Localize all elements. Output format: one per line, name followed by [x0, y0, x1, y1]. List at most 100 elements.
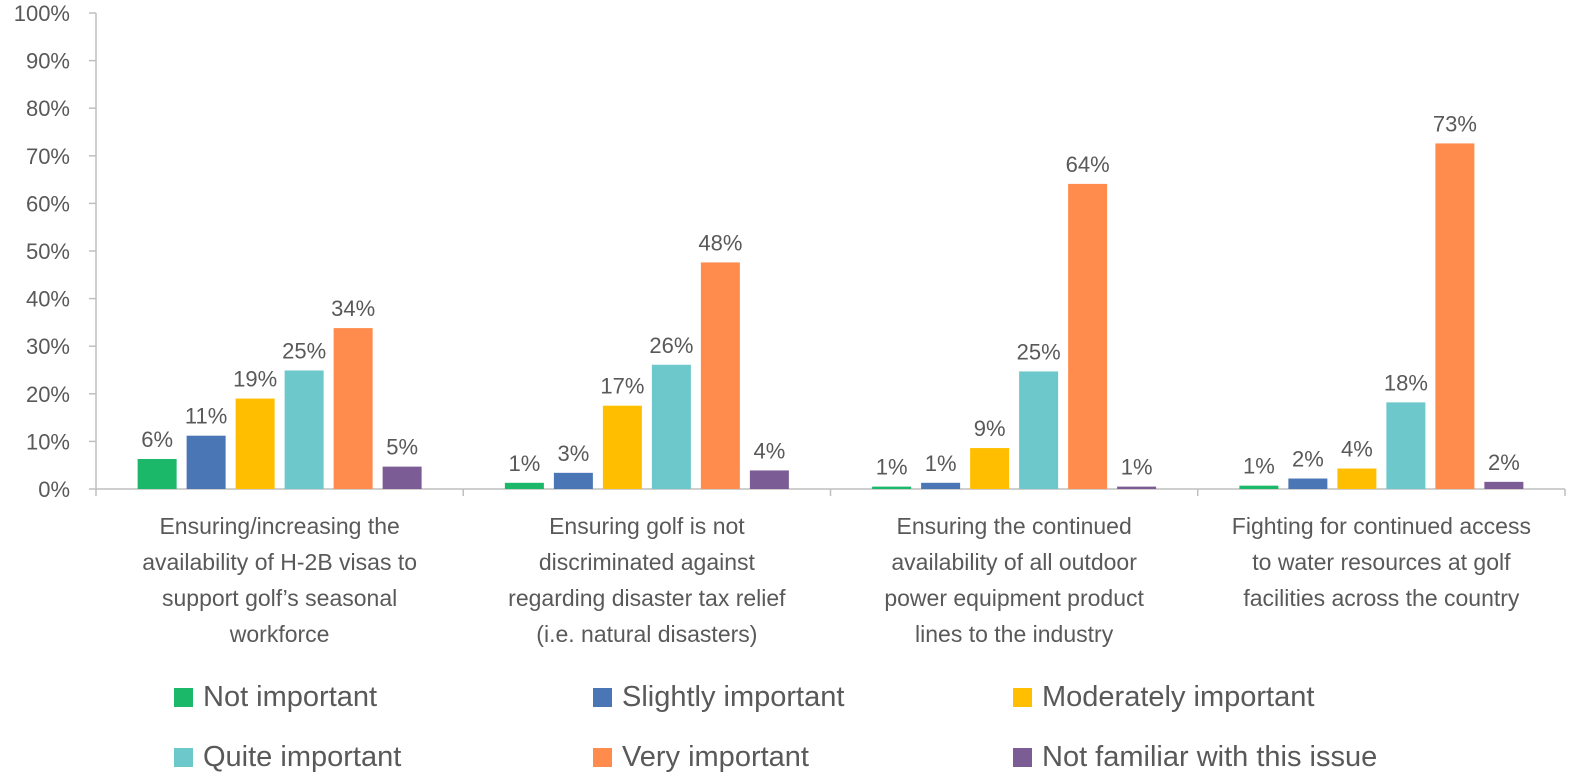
- category-label-line: discriminated against: [538, 549, 755, 575]
- bar: [1435, 143, 1475, 489]
- legend-swatch: [174, 688, 193, 707]
- bar: [333, 328, 373, 489]
- bar: [1484, 481, 1524, 489]
- category-label-line: workforce: [229, 621, 330, 647]
- category-label: Fighting for continued access to water re…: [1211, 508, 1551, 616]
- category-label: Ensuring/increasing the availability of H…: [110, 508, 450, 652]
- category-label-line: regarding disaster tax relief: [508, 585, 786, 611]
- data-label: 1%: [1121, 455, 1153, 480]
- bar: [749, 470, 789, 489]
- legend-label: Very important: [622, 741, 809, 773]
- category-label-line: Ensuring/increasing the: [159, 513, 400, 539]
- category-label-line: availability of all outdoor: [891, 549, 1137, 575]
- legend-label: Slightly important: [622, 681, 845, 713]
- bar: [1337, 468, 1377, 489]
- legend-item: Not important: [174, 681, 377, 714]
- legend-item: Not familiar with this issue: [1013, 741, 1377, 774]
- data-label: 1%: [1243, 454, 1275, 479]
- category-label: Ensuring golf is not discriminated agains…: [477, 508, 817, 652]
- bar: [651, 364, 691, 489]
- y-tick-label: 60%: [26, 191, 70, 216]
- data-label: 26%: [649, 333, 693, 358]
- data-label: 1%: [925, 451, 957, 476]
- data-label: 73%: [1433, 111, 1477, 136]
- y-tick-label: 70%: [26, 144, 70, 169]
- data-label: 6%: [141, 427, 173, 452]
- x-axis: [95, 488, 1566, 496]
- category-label-line: to water resources at golf: [1252, 549, 1511, 575]
- y-tick-label: 0%: [38, 477, 70, 502]
- legend-swatch: [593, 688, 612, 707]
- data-label: 17%: [600, 374, 644, 399]
- category-label-line: Ensuring golf is not: [549, 513, 745, 539]
- data-label: 5%: [386, 435, 418, 460]
- data-label: 1%: [876, 455, 908, 480]
- legend-swatch: [174, 748, 193, 767]
- data-label: 34%: [331, 296, 375, 321]
- y-tick-label: 80%: [26, 96, 70, 121]
- category-label-line: facilities across the country: [1243, 585, 1520, 611]
- y-tick-label: 10%: [26, 429, 70, 454]
- bar: [382, 466, 422, 489]
- legend-label: Not important: [203, 681, 378, 713]
- data-label: 4%: [1341, 437, 1373, 462]
- legend-swatch: [593, 748, 612, 767]
- category-label-line: lines to the industry: [915, 621, 1114, 647]
- bar: [235, 398, 275, 489]
- legend-swatch: [1013, 688, 1032, 707]
- category-label-line: (i.e. natural disasters): [536, 621, 758, 647]
- y-tick-label: 40%: [26, 287, 70, 312]
- data-label: 18%: [1384, 370, 1428, 395]
- y-tick-label: 20%: [26, 382, 70, 407]
- bar: [970, 448, 1010, 489]
- y-tick-label: 50%: [26, 239, 70, 264]
- bar: [1239, 485, 1279, 489]
- category-label-line: availability of H-2B visas to: [142, 549, 418, 575]
- bar: [137, 459, 177, 489]
- bar: [921, 482, 961, 489]
- bar: [1288, 478, 1328, 489]
- legend-item: Very important: [593, 741, 809, 774]
- bar: [1019, 371, 1059, 489]
- bar: [186, 435, 226, 489]
- data-label: 3%: [557, 441, 589, 466]
- bar: [1386, 402, 1426, 489]
- category-label-line: Ensuring the continued: [896, 513, 1132, 539]
- y-tick-label: 90%: [26, 49, 70, 74]
- legend-item: Slightly important: [593, 681, 844, 714]
- legend-label: Quite important: [203, 741, 402, 773]
- category-label: Ensuring the continued availability of al…: [844, 508, 1184, 652]
- bar: [872, 486, 912, 489]
- data-label: 48%: [698, 230, 742, 255]
- bar: [700, 262, 740, 489]
- bar: [602, 405, 642, 489]
- legend-label: Not familiar with this issue: [1042, 741, 1378, 773]
- data-label: 9%: [974, 416, 1006, 441]
- y-tick-label: 100%: [14, 1, 70, 26]
- bar: [284, 370, 324, 489]
- data-label: 4%: [753, 438, 785, 463]
- category-label-line: power equipment product: [884, 585, 1144, 611]
- legend-swatch: [1013, 748, 1032, 767]
- bar: [553, 472, 593, 489]
- legend-label: Moderately important: [1042, 681, 1315, 713]
- category-label-line: support golf’s seasonal: [161, 585, 398, 611]
- y-tick-label: 30%: [26, 334, 70, 359]
- data-label: 1%: [508, 451, 540, 476]
- data-label: 2%: [1292, 447, 1324, 472]
- data-label: 19%: [233, 367, 277, 392]
- bar: [504, 482, 544, 489]
- data-label: 2%: [1488, 450, 1520, 475]
- data-label: 25%: [1017, 339, 1061, 364]
- bar: [1117, 486, 1157, 489]
- legend-item: Moderately important: [1013, 681, 1314, 714]
- legend-item: Quite important: [174, 741, 401, 774]
- data-labels: 6%11%19%25%34%5%1% 3%17%26%48%4%1% 1%9%25%…: [141, 111, 1520, 479]
- y-axis: 0% 10% 20% 30% 40% 50% 60% 70% 80% 90% 100%: [14, 1, 97, 502]
- data-label: 11%: [185, 404, 227, 429]
- bar: [1068, 183, 1108, 489]
- data-label: 25%: [282, 338, 326, 363]
- data-label: 64%: [1066, 152, 1110, 177]
- bars: [137, 143, 1524, 489]
